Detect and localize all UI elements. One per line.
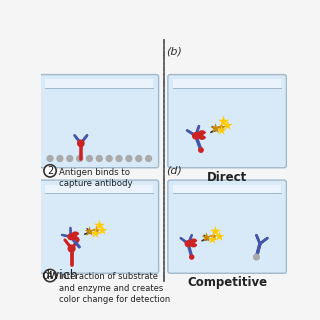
Text: Direct: Direct (207, 171, 247, 184)
Bar (45, 79, 153, 88)
Circle shape (254, 254, 259, 260)
Text: 2: 2 (47, 166, 53, 176)
Text: 4: 4 (47, 271, 53, 281)
Circle shape (78, 140, 84, 147)
Point (92, 231, 98, 236)
Circle shape (44, 165, 56, 177)
Circle shape (44, 269, 56, 282)
Point (96, 223, 101, 228)
Circle shape (47, 156, 53, 162)
FancyBboxPatch shape (168, 180, 286, 273)
Circle shape (77, 156, 83, 162)
Circle shape (57, 156, 63, 162)
FancyBboxPatch shape (168, 75, 286, 168)
Circle shape (96, 156, 102, 162)
Point (212, 125, 217, 131)
Point (210, 237, 215, 242)
Wedge shape (190, 239, 196, 247)
Point (220, 119, 226, 124)
Circle shape (185, 241, 191, 247)
Bar (173, 185, 281, 193)
Circle shape (136, 156, 142, 162)
Bar (173, 79, 281, 88)
Circle shape (193, 133, 199, 139)
Wedge shape (198, 131, 205, 139)
Wedge shape (71, 232, 79, 240)
Text: dwich: dwich (41, 269, 77, 282)
Point (87, 228, 92, 233)
Text: Competitive: Competitive (187, 276, 267, 289)
Circle shape (126, 156, 132, 162)
Point (211, 234, 216, 239)
Circle shape (254, 254, 259, 260)
Text: (d): (d) (166, 165, 182, 175)
Text: (b): (b) (166, 46, 182, 56)
Circle shape (199, 148, 203, 152)
FancyBboxPatch shape (40, 75, 159, 168)
Circle shape (190, 255, 194, 259)
Point (93, 228, 99, 233)
Point (219, 124, 224, 129)
Circle shape (67, 156, 73, 162)
Circle shape (146, 156, 152, 162)
FancyBboxPatch shape (40, 180, 159, 273)
Circle shape (86, 156, 92, 162)
Bar (45, 185, 153, 193)
Circle shape (68, 245, 75, 252)
Circle shape (116, 156, 122, 162)
Point (225, 123, 230, 128)
Point (204, 235, 209, 240)
Text: Antigen binds to
capture antibody: Antigen binds to capture antibody (59, 168, 133, 188)
Point (213, 228, 218, 234)
Point (217, 233, 222, 238)
Circle shape (68, 234, 74, 240)
Circle shape (106, 156, 112, 162)
Point (219, 127, 224, 132)
Point (100, 228, 105, 233)
Text: Interaction of substrate
and enzyme and creates
color change for detection: Interaction of substrate and enzyme and … (59, 273, 171, 304)
